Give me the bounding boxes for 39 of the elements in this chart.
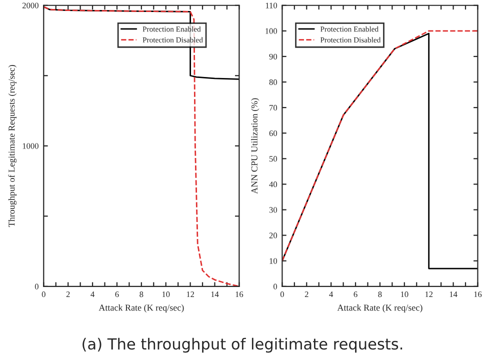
y-tick-label: 40 xyxy=(269,182,278,188)
x-tick-label: 8 xyxy=(140,292,144,298)
x-tick-label: 16 xyxy=(236,292,244,298)
x-tick-label: 8 xyxy=(378,292,382,298)
y-tick-label: 2000 xyxy=(22,2,38,8)
x-tick-label: 4 xyxy=(90,292,94,298)
y-tick-label: 30 xyxy=(269,207,278,213)
x-tick-label: 16 xyxy=(474,292,482,298)
y-tick-label: 0 xyxy=(273,284,278,290)
x-tick-label: 6 xyxy=(115,292,119,298)
y-tick-label: 0 xyxy=(34,284,38,290)
x-axis-title: Attack Rate (K req/sec) xyxy=(98,304,184,313)
x-tick-label: 14 xyxy=(211,292,219,298)
x-axis-title: Attack Rate (K req/sec) xyxy=(337,304,422,313)
y-axis-title: Throughput of Legitimate Requests (req/sec) xyxy=(8,65,17,227)
y-axis-title: ANN CPU Utilization (%) xyxy=(251,98,260,194)
y-tick-label: 60 xyxy=(269,130,278,136)
line-series xyxy=(44,6,240,286)
y-tick-label: 20 xyxy=(269,232,278,238)
x-tick-label: 0 xyxy=(42,292,46,298)
y-tick-label: 100 xyxy=(266,28,278,34)
x-tick-label: 0 xyxy=(280,292,284,298)
x-tick-label: 10 xyxy=(162,292,170,298)
y-tick-label: 70 xyxy=(270,104,278,111)
x-tick-label: 12 xyxy=(186,292,194,298)
y-tick-label: 50 xyxy=(269,156,278,162)
x-tick-label: 6 xyxy=(354,292,358,298)
y-tick-label: 110 xyxy=(266,2,278,8)
y-tick-label: 10 xyxy=(270,258,278,264)
x-tick-label: 10 xyxy=(400,292,408,298)
x-tick-label: 2 xyxy=(304,292,308,298)
x-tick-label: 14 xyxy=(450,292,458,298)
text: (a) The throughput of legitimate requests. xyxy=(82,338,402,353)
y-tick-label: 80 xyxy=(269,79,278,85)
x-tick-label: 2 xyxy=(66,292,70,298)
y-tick-label: 90 xyxy=(269,54,278,60)
y-tick-label: 1000 xyxy=(22,143,38,149)
x-tick-label: 4 xyxy=(329,292,334,298)
x-tick-label: 12 xyxy=(425,292,433,298)
